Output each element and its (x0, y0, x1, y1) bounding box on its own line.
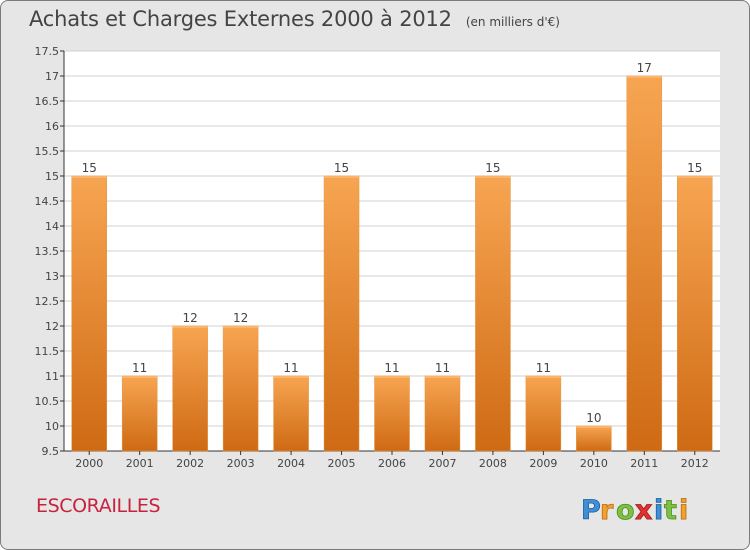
x-tick-label: 2009 (529, 457, 557, 470)
bar (273, 375, 309, 452)
y-tick-label: 12.5 (35, 295, 60, 308)
x-tick-label: 2007 (428, 457, 456, 470)
bar-highlight (223, 326, 259, 328)
bar (677, 175, 713, 452)
data-label: 11 (435, 361, 450, 375)
commune-name: ESCORAILLES (36, 495, 161, 517)
data-label: 11 (132, 361, 147, 375)
x-tick-label: 2012 (681, 457, 709, 470)
x-tick-label: 2006 (378, 457, 406, 470)
y-tick-label: 14 (45, 220, 59, 233)
svg-text:P: P (581, 495, 601, 526)
x-tick-label: 2004 (277, 457, 305, 470)
bar-highlight (273, 376, 309, 378)
y-tick-label: 11.5 (35, 345, 60, 358)
y-tick-label: 10.5 (35, 395, 60, 408)
bar-highlight (677, 176, 713, 178)
bar (525, 375, 562, 452)
bar-highlight (475, 176, 511, 178)
x-tick-label: 2001 (126, 457, 154, 470)
x-tick-label: 2002 (176, 457, 204, 470)
bar-highlight (576, 426, 612, 428)
bar-highlight (424, 376, 460, 378)
y-tick-label: 17 (45, 70, 59, 83)
proxiti-logo: P r o x i t i (581, 495, 689, 527)
data-label: 12 (183, 311, 198, 325)
bar (71, 175, 107, 452)
bar (576, 425, 612, 452)
bar-highlight (71, 176, 107, 178)
svg-text:t: t (664, 495, 677, 526)
bar (121, 375, 158, 452)
bar (374, 375, 410, 452)
data-label: 10 (586, 411, 601, 425)
bar-highlight (525, 376, 561, 378)
chart-title-row: Achats et Charges Externes 2000 à 2012 (… (29, 7, 560, 31)
y-tick-label: 10 (45, 420, 59, 433)
y-tick-label: 9.5 (42, 445, 60, 458)
chart-unit: (en milliers d'€) (465, 15, 560, 29)
bar-highlight (324, 176, 360, 178)
x-tick-label: 2005 (328, 457, 356, 470)
y-tick-label: 13.5 (35, 245, 60, 258)
x-tick-label: 2008 (479, 457, 507, 470)
data-label: 15 (485, 161, 500, 175)
data-label: 15 (82, 161, 97, 175)
data-label: 15 (334, 161, 349, 175)
data-label: 11 (536, 361, 551, 375)
bar (222, 325, 259, 452)
bar-highlight (374, 376, 410, 378)
x-tick-label: 2011 (630, 457, 658, 470)
y-tick-label: 14.5 (35, 195, 60, 208)
bar-highlight (172, 326, 208, 328)
svg-text:r: r (600, 495, 614, 526)
data-label: 11 (384, 361, 399, 375)
bar (626, 75, 663, 452)
bar (475, 175, 511, 452)
y-tick-label: 12 (45, 320, 59, 333)
y-tick-label: 11 (45, 370, 59, 383)
y-tick-label: 13 (45, 270, 59, 283)
data-label: 15 (687, 161, 702, 175)
svg-text:i: i (679, 495, 688, 526)
x-tick-label: 2010 (580, 457, 608, 470)
y-tick-label: 16.5 (35, 95, 60, 108)
bar (172, 325, 208, 452)
y-tick-label: 17.5 (35, 45, 60, 58)
bar-highlight (626, 76, 662, 78)
svg-text:i: i (654, 495, 663, 526)
svg-text:o: o (616, 495, 635, 526)
data-label: 17 (637, 61, 652, 75)
data-label: 12 (233, 311, 248, 325)
bar (323, 175, 360, 452)
y-tick-label: 15 (45, 170, 59, 183)
data-label: 11 (283, 361, 298, 375)
chart-title: Achats et Charges Externes 2000 à 2012 (29, 7, 452, 31)
x-tick-label: 2003 (227, 457, 255, 470)
x-tick-label: 2000 (75, 457, 103, 470)
bar (424, 375, 461, 452)
y-tick-label: 16 (45, 120, 59, 133)
svg-text:x: x (635, 495, 652, 526)
bar-highlight (122, 376, 158, 378)
y-tick-label: 15.5 (35, 145, 60, 158)
